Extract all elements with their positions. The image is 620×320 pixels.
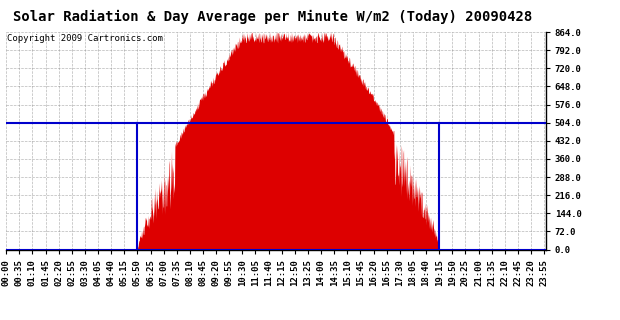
Text: Copyright 2009 Cartronics.com: Copyright 2009 Cartronics.com <box>7 34 163 43</box>
Text: Solar Radiation & Day Average per Minute W/m2 (Today) 20090428: Solar Radiation & Day Average per Minute… <box>13 10 533 24</box>
